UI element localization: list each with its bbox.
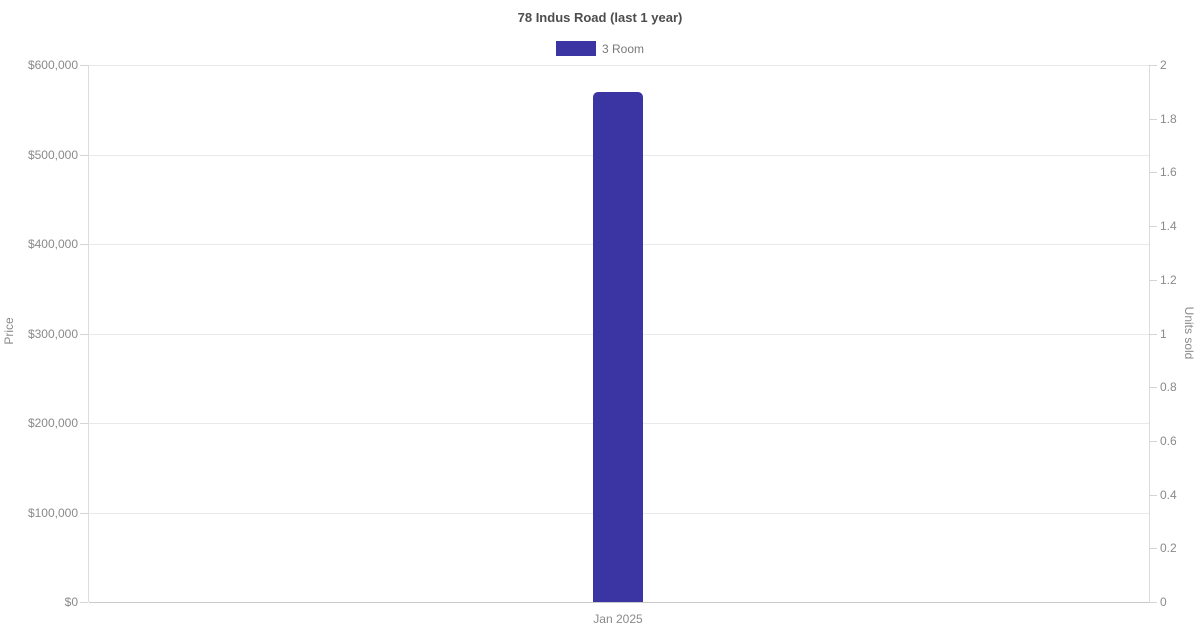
left-tick-mark bbox=[80, 602, 88, 603]
right-axis-tick-label: 1.8 bbox=[1160, 111, 1177, 126]
chart-title: 78 Indus Road (last 1 year) bbox=[517, 10, 683, 25]
left-axis-tick-label: $500,000 bbox=[27, 147, 78, 162]
legend-label: 3 Room bbox=[601, 41, 645, 56]
right-tick-mark bbox=[1149, 387, 1157, 389]
right-axis-tick-label: 1.6 bbox=[1160, 165, 1177, 180]
right-axis-tick-label: 2 bbox=[1160, 58, 1167, 72]
legend-item-3-room[interactable]: 3 Room bbox=[555, 41, 645, 56]
right-axis-tick-label: 0.6 bbox=[1160, 433, 1177, 448]
right-axis-tick-label: 0.2 bbox=[1160, 541, 1177, 556]
right-tick-mark bbox=[1149, 494, 1157, 496]
right-tick-mark bbox=[1149, 226, 1157, 228]
left-axis-tick-label: $0 bbox=[64, 595, 78, 609]
right-tick-mark bbox=[1149, 440, 1157, 442]
right-axis-tick-label: 1.4 bbox=[1160, 219, 1177, 234]
right-tick-mark bbox=[1149, 172, 1157, 174]
right-tick-mark bbox=[1149, 65, 1157, 66]
legend-swatch-icon bbox=[555, 41, 596, 56]
right-tick-mark bbox=[1149, 118, 1157, 120]
right-axis-tick-label: 1.2 bbox=[1160, 272, 1177, 287]
right-axis-tick-label: 0.8 bbox=[1160, 380, 1177, 395]
left-axis-tick-label: $400,000 bbox=[27, 237, 78, 251]
right-tick-mark bbox=[1149, 548, 1157, 550]
right-axis-tick-label: 1 bbox=[1160, 326, 1167, 341]
left-tick-mark bbox=[80, 154, 88, 156]
gridline bbox=[89, 65, 1149, 66]
left-axis-tick-label: $200,000 bbox=[27, 416, 78, 430]
chart-legend: 3 Room bbox=[0, 41, 1200, 56]
right-axis-tick-label: 0 bbox=[1160, 595, 1167, 609]
right-tick-mark bbox=[1149, 333, 1157, 335]
left-tick-mark bbox=[80, 244, 88, 245]
left-axis-tick-label: $300,000 bbox=[27, 326, 78, 341]
left-tick-mark bbox=[80, 423, 88, 424]
left-tick-mark bbox=[80, 333, 88, 335]
right-tick-mark bbox=[1149, 602, 1157, 603]
right-axis-tick-label: 0.4 bbox=[1160, 487, 1177, 502]
left-axis-tick-label: $600,000 bbox=[27, 58, 78, 72]
x-axis-tick-label: Jan 2025 bbox=[593, 612, 643, 626]
left-tick-mark bbox=[80, 65, 88, 66]
left-axis-tick-label: $100,000 bbox=[27, 505, 78, 520]
right-tick-mark bbox=[1149, 279, 1157, 281]
left-tick-mark bbox=[80, 512, 88, 514]
gridline bbox=[89, 602, 1149, 603]
bar-3-room[interactable] bbox=[593, 91, 643, 602]
